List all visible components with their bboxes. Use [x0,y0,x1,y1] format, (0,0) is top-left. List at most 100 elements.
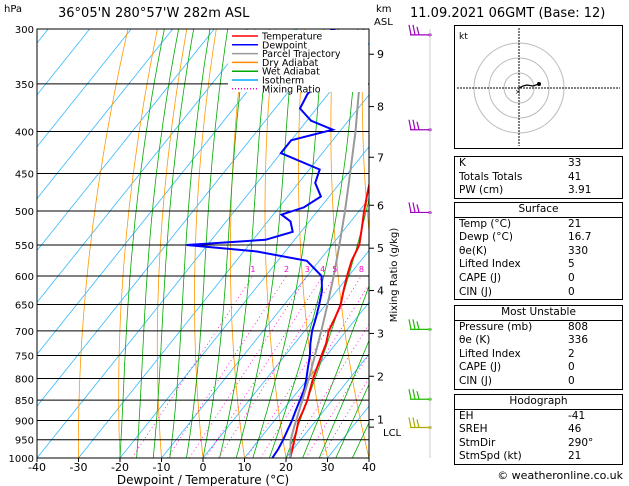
wind-barb-flag [408,202,412,213]
mixing-ratio-line [189,275,308,458]
x-tick-label: -30 [70,461,88,474]
hodo-unit: kt [459,32,468,42]
pressure-tick-label: 800 [15,374,34,385]
series-parcel-trajectory [289,29,365,458]
km-tick-label: 6 [377,199,384,212]
x-tick-label: 40 [362,461,376,474]
mixing-ratio-line [286,323,369,458]
pressure-unit-label: hPa [4,4,23,15]
isotherm-line [37,29,215,252]
dry-adiabat-line [229,29,247,458]
pressure-tick-label: 900 [15,416,34,427]
wind-barb-flag [412,389,416,400]
dry-adiabat-line [156,29,188,458]
index-row-tt: Totals Totals 41 [459,170,582,183]
mu-row: CIN (J) 0 [459,374,575,387]
dry-adiabat-line [78,29,129,458]
legend-label: Dewpoint [262,40,307,51]
surface-row: Temp (°C) 21 [459,217,582,230]
lcl-label: LCL [383,428,402,439]
surface-row: Dewp (°C) 16.7 [459,231,592,244]
wind-barb-flag [416,121,420,130]
x-tick-label: 0 [200,461,207,474]
wind-barb [408,24,432,37]
pressure-tick-label: 350 [15,80,34,91]
mixing-ratio-label: 2 [284,265,289,274]
wind-barb [408,319,432,331]
wind-barb-flag [412,202,416,213]
pressure-tick-label: 500 [15,207,34,218]
mu-row: Pressure (mb) 808 [459,320,589,333]
wet-adiabat-line [335,383,369,458]
hodo-row: SREH 46 [459,423,582,436]
mixing-ratio-label: 1 [250,265,255,274]
km-unit-label: km [376,4,392,15]
wet-adiabat-line [136,29,179,458]
index-row-k: K 33 [459,157,582,169]
index-row-pw: PW (cm) 3.91 [459,184,592,197]
km-tick-label: 7 [377,151,384,164]
isotherm-line [37,29,91,96]
wind-barb-flag [416,321,420,330]
isotherm-line [161,197,369,458]
pressure-tick-label: 850 [15,396,34,407]
km-tick-label: 2 [377,370,384,383]
x-tick-label: 10 [238,461,252,474]
hodo-storm-motion [537,82,541,86]
mixing-ratio-line [320,377,369,458]
pressure-tick-label: 950 [15,436,34,447]
wind-barb [408,389,432,401]
x-tick-label: 20 [279,461,293,474]
wind-barb-flag [408,24,412,36]
wind-barb [408,119,432,132]
pressure-tick-label: 1000 [9,454,34,465]
mu-row: θe (K) 336 [459,334,589,347]
hodo-row: StmSpd (kt) 21 [459,450,582,463]
series-temperature [289,181,369,458]
wet-adiabat-line [318,339,369,458]
most-unstable-table: Most Unstable Pressure (mb) 808 θe (K) 336… [454,305,623,390]
x-axis-label: Dewpoint / Temperature (°C) [117,473,289,486]
surface-row: CIN (J) 0 [459,285,575,298]
km-tick-label: 4 [377,285,384,298]
hodograph-plot: kt × [457,28,620,146]
wind-barb-flag [408,319,412,330]
wind-barb-flag [416,26,420,36]
isotherm-line [37,29,257,304]
mixing-ratio-line [260,283,369,458]
legend-bg [228,30,368,92]
isotherm-line [244,301,369,458]
km-tick-label: 9 [377,48,384,61]
wind-barb [408,202,432,215]
asl-unit-label: ASL [374,17,393,28]
km-tick-label: 8 [377,101,384,114]
series-dewpoint [186,29,359,458]
mixing-ratio-label: 5 [332,265,337,274]
surface-table: Surface Temp (°C) 21 Dewp (°C) 16.7 θe(K) 3… [454,202,623,301]
credit-text[interactable]: © weatheronline.co.uk [497,469,623,482]
legend-label: Temperature [261,32,322,43]
wind-barb-flag [408,119,412,130]
pressure-tick-label: 300 [15,25,34,36]
mixing-ratio-axis-label: Mixing Ratio (g/kg) [389,228,400,323]
legend-label: Dry Adiabat [262,58,319,69]
mixing-ratio-label: 4 [320,265,325,274]
x-tick-label: -40 [28,461,46,474]
hodo-marker: × [515,88,521,96]
isotherm-line [37,29,132,148]
isotherm-line [37,29,174,200]
mixing-ratio-line [167,275,287,458]
hodograph-table: Hodograph EH -41 SREH 46 StmDir 290° StmSpd… [454,394,623,465]
location-title: 36°05'N 280°57'W 282m ASL [58,6,250,21]
wind-barb-flag [412,319,416,330]
surface-row: CAPE (J) 0 [459,271,575,284]
plot-area [37,29,452,458]
hodo-trace [518,83,540,89]
datetime-title: 11.09.2021 06GMT (Base: 12) [410,6,606,21]
mixing-ratio-label: 3 [305,265,310,274]
legend-label: Mixing Ratio [262,84,321,95]
dry-adiabat-line [393,29,452,458]
km-tick-label: 1 [377,414,384,427]
pressure-tick-label: 600 [15,272,34,283]
